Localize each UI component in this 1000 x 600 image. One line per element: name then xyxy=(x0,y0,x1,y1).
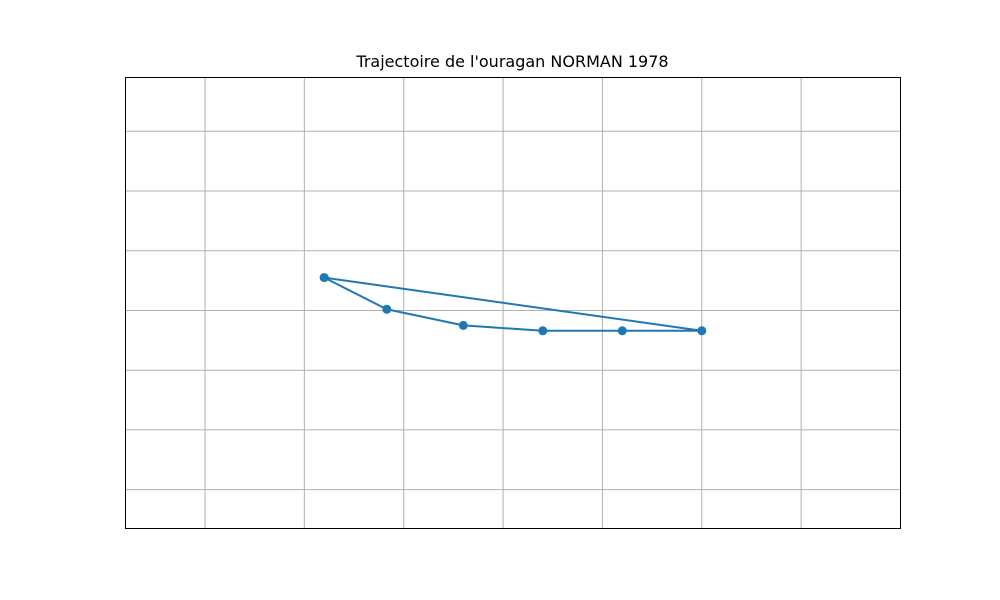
grid-lines xyxy=(125,77,901,529)
chart-title: Trajectoire de l'ouragan NORMAN 1978 xyxy=(356,52,669,71)
data-point-5 xyxy=(697,326,707,336)
data-point-3 xyxy=(538,326,548,336)
axes-frame xyxy=(125,77,901,529)
series-line-0 xyxy=(323,276,703,332)
data-point-4 xyxy=(617,326,627,336)
trajectory-series xyxy=(319,273,707,336)
data-point-6 xyxy=(319,273,329,283)
data-point-1 xyxy=(382,304,392,314)
data-point-2 xyxy=(458,320,468,330)
